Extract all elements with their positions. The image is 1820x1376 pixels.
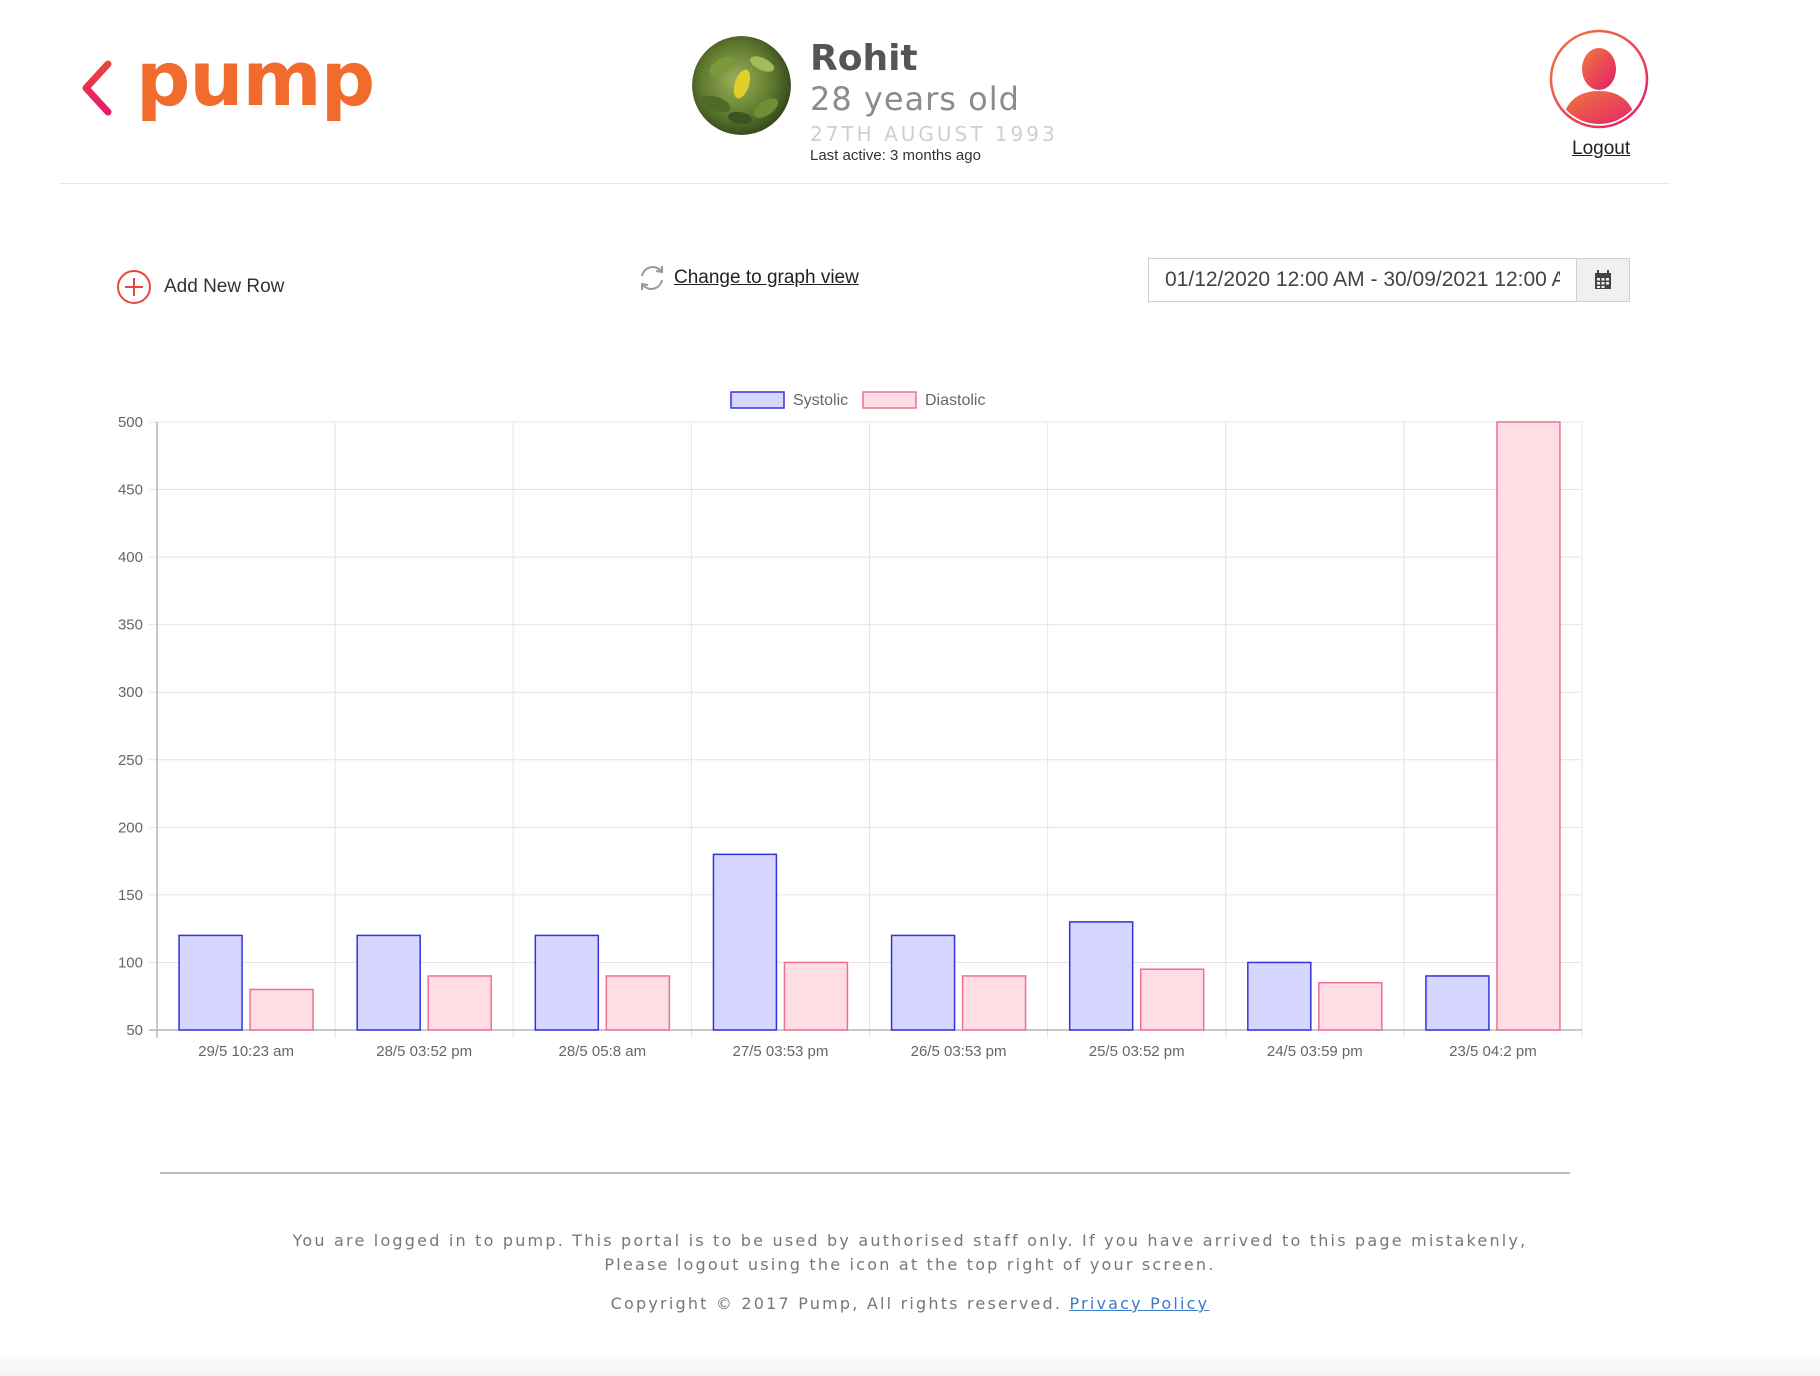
user-avatar [692,36,791,135]
bar-diastolic [1496,421,1561,1031]
blood-pressure-chart: 50 100 150 200 250 300 350 400 450 500 29/5 10:23 … [118,391,1583,1060]
bar-systolic [890,934,956,1031]
privacy-policy-link[interactable]: Privacy Policy [1069,1294,1210,1313]
x-tick-label: 29/5 10:23 am [198,1043,294,1060]
y-tick-label: 450 [118,482,143,499]
y-tick-label: 500 [118,414,143,431]
footer-copyright: Copyright © 2017 Pump, All rights reserv… [0,1294,1820,1313]
bar-systolic [712,853,778,1031]
user-name: Rohit [810,38,918,79]
user-silhouette-icon[interactable] [1549,29,1649,129]
bar-diastolic [605,975,671,1031]
y-tick-label: 150 [118,887,143,904]
y-tick-label: 200 [118,819,143,836]
calendar-icon [1595,270,1611,289]
change-view-label: Change to graph view [674,267,859,288]
footer-divider [160,1172,1570,1174]
calendar-button[interactable] [1576,259,1629,301]
bar-systolic [1247,961,1312,1031]
legend-diastolic-swatch [862,391,917,409]
footer-notice-line1: You are logged in to pump. This portal i… [292,1231,1528,1250]
x-tick-label: 28/5 05:8 am [559,1043,647,1060]
bar-systolic [1425,975,1490,1031]
logout-link[interactable]: Logout [1572,138,1631,159]
chart-legend: Systolic Diastolic [730,391,985,409]
y-tick-label: 50 [126,1022,143,1039]
legend-systolic-label: Systolic [793,392,848,409]
bar-diastolic [961,975,1027,1031]
bar-diastolic [1318,981,1383,1031]
plus-circle-icon [117,270,151,304]
y-tick-label: 250 [118,752,143,769]
chart-bars [178,421,1561,1031]
last-active-text: Last active: 3 months ago [810,147,981,164]
change-view-link[interactable]: Change to graph view [636,262,859,294]
copyright-text: Copyright © 2017 Pump, All rights reserv… [610,1294,1063,1313]
y-tick-label: 350 [118,617,143,634]
bar-systolic [178,934,243,1031]
add-new-row-label: Add New Row [164,276,285,297]
x-tick-label: 28/5 03:52 pm [376,1043,472,1060]
bar-systolic [534,934,600,1031]
header-divider [60,183,1670,184]
user-dob: 27TH AUGUST 1993 [810,122,1058,146]
y-tick-label: 100 [118,954,143,971]
bar-systolic [356,934,421,1031]
y-tick-label: 300 [118,684,143,701]
x-tick-label: 26/5 03:53 pm [911,1043,1007,1060]
refresh-icon [641,266,663,290]
x-tick-label: 23/5 04:2 pm [1449,1043,1537,1060]
x-tick-label: 27/5 03:53 pm [732,1043,828,1060]
y-tick-label: 400 [118,549,143,566]
footer-notice-line2: Please logout using the icon at the top … [604,1255,1216,1274]
x-tick-label: 25/5 03:52 pm [1089,1043,1185,1060]
legend-diastolic-label: Diastolic [925,392,985,409]
bar-systolic [1068,921,1134,1031]
date-range-picker[interactable] [1148,258,1630,302]
bar-diastolic [427,975,492,1031]
x-tick-label: 24/5 03:59 pm [1267,1043,1363,1060]
page-bottom-strip [0,1350,1820,1376]
pump-logo: pump [136,34,375,123]
bar-diastolic [783,961,849,1031]
bar-diastolic [1139,968,1205,1031]
back-chevron-icon[interactable] [78,58,130,118]
user-age: 28 years old [810,80,1020,118]
add-new-row-button[interactable]: Add New Row [116,269,284,305]
date-range-input[interactable] [1149,259,1576,301]
legend-systolic-swatch [730,391,785,409]
chart-labels: 50 100 150 200 250 300 350 400 450 500 29/5 10:23 … [118,414,1537,1060]
bar-diastolic [249,988,314,1031]
